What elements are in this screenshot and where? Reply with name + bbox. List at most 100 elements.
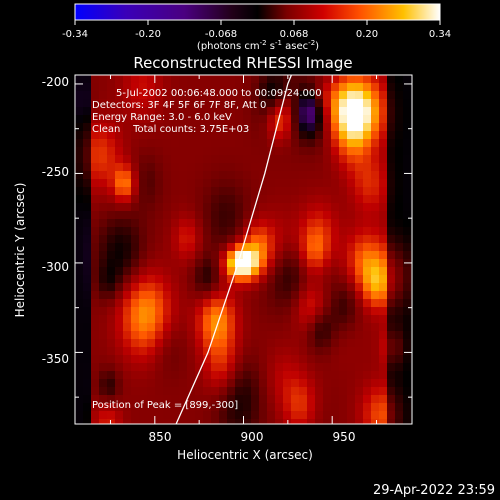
heatmap-cell xyxy=(259,363,267,371)
heatmap-cell xyxy=(203,347,211,355)
heatmap-cell xyxy=(251,115,259,123)
heatmap-cell xyxy=(331,139,339,147)
heatmap-cell xyxy=(355,163,363,171)
heatmap-cell xyxy=(403,395,411,403)
heatmap-cell xyxy=(163,83,171,91)
heatmap-cell xyxy=(307,211,315,219)
heatmap-cell xyxy=(163,395,171,403)
heatmap-cell xyxy=(267,179,275,187)
heatmap-cell xyxy=(155,275,163,283)
heatmap-cell xyxy=(171,315,179,323)
heatmap-cell xyxy=(331,187,339,195)
heatmap-cell xyxy=(91,267,99,275)
heatmap-cell xyxy=(259,211,267,219)
heatmap-cell xyxy=(283,315,291,323)
heatmap-cell xyxy=(227,299,235,307)
heatmap-cell xyxy=(163,123,171,131)
heatmap-cell xyxy=(219,379,227,387)
heatmap-cell xyxy=(75,251,83,259)
heatmap-cell xyxy=(235,187,243,195)
generation-timestamp: 29-Apr-2022 23:59 xyxy=(373,483,495,498)
heatmap-cell xyxy=(251,395,259,403)
heatmap-cell xyxy=(83,155,91,163)
heatmap-cell xyxy=(219,163,227,171)
heatmap-cell xyxy=(131,163,139,171)
heatmap-cell xyxy=(155,195,163,203)
heatmap-cell xyxy=(115,283,123,291)
heatmap-cell xyxy=(155,387,163,395)
heatmap-cell xyxy=(299,179,307,187)
heatmap-cell xyxy=(339,291,347,299)
heatmap-cell xyxy=(147,307,155,315)
y-tick-label: -300 xyxy=(42,260,69,274)
heatmap-cell xyxy=(315,195,323,203)
heatmap-cell xyxy=(179,283,187,291)
heatmap-cell xyxy=(187,195,195,203)
heatmap-cell xyxy=(107,123,115,131)
heatmap-cell xyxy=(83,323,91,331)
heatmap-cell xyxy=(115,347,123,355)
heatmap-cell xyxy=(171,83,179,91)
heatmap-cell xyxy=(243,139,251,147)
heatmap-cell xyxy=(331,307,339,315)
heatmap-cell xyxy=(123,291,131,299)
heatmap-cell xyxy=(107,99,115,107)
heatmap-cell xyxy=(243,251,251,259)
heatmap-cell xyxy=(163,107,171,115)
heatmap-cell xyxy=(211,307,219,315)
heatmap-cell xyxy=(243,131,251,139)
heatmap-cell xyxy=(275,147,283,155)
heatmap-cell xyxy=(195,403,203,411)
heatmap-cell xyxy=(195,243,203,251)
heatmap-cell xyxy=(147,267,155,275)
heatmap-cell xyxy=(267,387,275,395)
heatmap-cell xyxy=(171,259,179,267)
heatmap-cell xyxy=(107,323,115,331)
heatmap-cell xyxy=(219,235,227,243)
heatmap-cell xyxy=(315,379,323,387)
heatmap-cell xyxy=(403,203,411,211)
heatmap-cell xyxy=(211,331,219,339)
heatmap-cell xyxy=(219,387,227,395)
heatmap-cell xyxy=(291,131,299,139)
heatmap-cell xyxy=(219,291,227,299)
heatmap-cell xyxy=(243,267,251,275)
heatmap-cell xyxy=(211,379,219,387)
heatmap-cell xyxy=(99,243,107,251)
heatmap-cell xyxy=(83,395,91,403)
heatmap-cell xyxy=(99,339,107,347)
heatmap-cell xyxy=(171,411,179,419)
heatmap-cell xyxy=(187,203,195,211)
heatmap-cell xyxy=(203,315,211,323)
heatmap-cell xyxy=(387,307,395,315)
heatmap-cell xyxy=(227,331,235,339)
heatmap-cell xyxy=(91,395,99,403)
heatmap-cell xyxy=(171,371,179,379)
heatmap-cell xyxy=(363,171,371,179)
heatmap-cell xyxy=(99,147,107,155)
heatmap-cell xyxy=(91,91,99,99)
heatmap-cell xyxy=(203,355,211,363)
heatmap-cell xyxy=(219,171,227,179)
heatmap-cell xyxy=(243,387,251,395)
heatmap-cell xyxy=(291,243,299,251)
heatmap-cell xyxy=(171,91,179,99)
heatmap-cell xyxy=(187,83,195,91)
heatmap-cell xyxy=(259,323,267,331)
heatmap-cell xyxy=(243,107,251,115)
heatmap-cell xyxy=(195,131,203,139)
heatmap-cell xyxy=(371,99,379,107)
heatmap-cell xyxy=(123,211,131,219)
heatmap-cell xyxy=(315,155,323,163)
heatmap-cell xyxy=(139,379,147,387)
heatmap-cell xyxy=(315,347,323,355)
heatmap-cell xyxy=(355,299,363,307)
heatmap-cell xyxy=(171,275,179,283)
heatmap-cell xyxy=(323,235,331,243)
heatmap-cell xyxy=(235,171,243,179)
heatmap-cell xyxy=(299,307,307,315)
heatmap-cell xyxy=(99,131,107,139)
heatmap-cell xyxy=(107,291,115,299)
heatmap-cell xyxy=(195,155,203,163)
heatmap-cell xyxy=(387,163,395,171)
